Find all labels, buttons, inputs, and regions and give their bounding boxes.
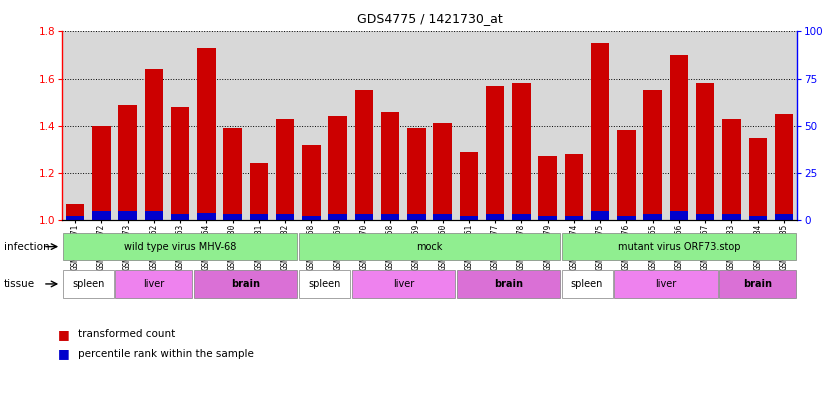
Text: infection: infection <box>4 242 50 252</box>
Bar <box>775 114 793 220</box>
Bar <box>457 270 560 298</box>
Bar <box>299 233 560 260</box>
Bar <box>302 216 320 220</box>
Text: liver: liver <box>655 279 676 289</box>
Bar <box>775 215 793 220</box>
Bar <box>249 163 268 220</box>
Bar <box>381 112 399 220</box>
Bar <box>223 128 242 220</box>
Bar <box>670 211 688 220</box>
Text: spleen: spleen <box>308 279 340 289</box>
Bar <box>93 126 111 220</box>
Bar <box>145 69 163 220</box>
Bar <box>565 216 583 220</box>
Bar <box>299 270 350 298</box>
Bar <box>696 215 714 220</box>
Bar <box>171 215 189 220</box>
Bar <box>562 233 796 260</box>
Bar <box>194 270 297 298</box>
Text: ■: ■ <box>58 347 69 360</box>
Bar <box>565 154 583 220</box>
Bar <box>562 270 613 298</box>
Text: brain: brain <box>231 279 260 289</box>
Bar <box>302 145 320 220</box>
Text: transformed count: transformed count <box>78 329 176 339</box>
Bar <box>643 215 662 220</box>
Text: liver: liver <box>392 279 414 289</box>
Text: liver: liver <box>143 279 164 289</box>
Text: ■: ■ <box>58 327 69 341</box>
Bar <box>118 211 137 220</box>
Bar <box>696 83 714 220</box>
Bar <box>434 123 452 220</box>
Bar <box>116 270 192 298</box>
Bar <box>352 270 455 298</box>
Bar <box>249 215 268 220</box>
Bar <box>614 270 718 298</box>
Bar <box>539 216 557 220</box>
Bar <box>407 215 425 220</box>
Bar <box>197 48 216 220</box>
Bar <box>329 215 347 220</box>
Text: brain: brain <box>494 279 523 289</box>
Bar <box>145 211 163 220</box>
Bar <box>171 107 189 220</box>
Bar <box>617 216 636 220</box>
Text: mutant virus ORF73.stop: mutant virus ORF73.stop <box>618 242 740 252</box>
Bar <box>434 215 452 220</box>
Bar <box>643 90 662 220</box>
Bar <box>276 119 294 220</box>
Text: percentile rank within the sample: percentile rank within the sample <box>78 349 254 359</box>
Bar <box>66 204 84 220</box>
Bar <box>539 156 557 220</box>
Bar <box>617 130 636 220</box>
Text: brain: brain <box>743 279 772 289</box>
Bar <box>93 211 111 220</box>
Bar <box>329 116 347 220</box>
Bar <box>512 83 530 220</box>
Bar <box>460 152 478 220</box>
Bar <box>591 211 610 220</box>
Bar <box>748 138 767 220</box>
Bar <box>276 215 294 220</box>
Bar <box>197 213 216 220</box>
Bar <box>381 215 399 220</box>
Bar <box>460 216 478 220</box>
Text: spleen: spleen <box>72 279 104 289</box>
Bar <box>670 55 688 220</box>
Bar <box>719 270 796 298</box>
Bar <box>63 270 114 298</box>
Text: mock: mock <box>416 242 443 252</box>
Bar <box>223 215 242 220</box>
Bar <box>486 215 505 220</box>
Bar <box>486 86 505 220</box>
Text: tissue: tissue <box>4 279 36 289</box>
Text: GDS4775 / 1421730_at: GDS4775 / 1421730_at <box>357 12 502 25</box>
Bar <box>722 215 741 220</box>
Text: wild type virus MHV-68: wild type virus MHV-68 <box>124 242 236 252</box>
Bar <box>354 215 373 220</box>
Bar <box>512 215 530 220</box>
Bar <box>591 43 610 220</box>
Bar <box>722 119 741 220</box>
Bar <box>354 90 373 220</box>
Bar <box>748 216 767 220</box>
Bar <box>118 105 137 220</box>
Bar <box>66 216 84 220</box>
Bar <box>63 233 297 260</box>
Text: spleen: spleen <box>571 279 603 289</box>
Bar <box>407 128 425 220</box>
